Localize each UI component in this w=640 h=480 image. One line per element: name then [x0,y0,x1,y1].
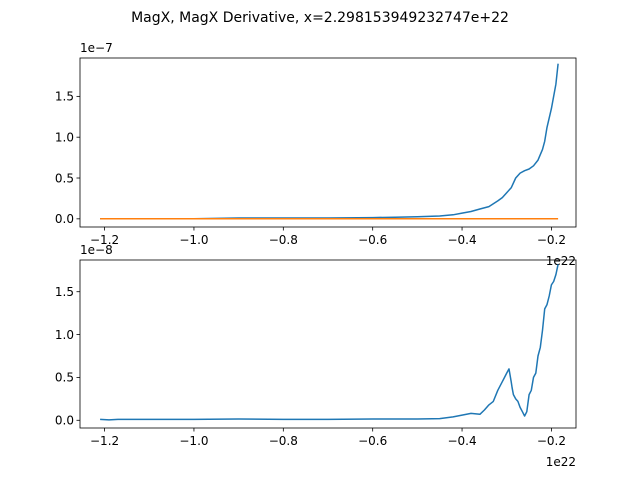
x-tick-label: −0.4 [447,434,476,448]
x-tick-label: −0.6 [358,233,387,247]
y-offset-text: 1e−7 [80,41,113,55]
x-tick-label: −0.2 [537,233,566,247]
x-tick-label: −0.6 [358,434,387,448]
figure-suptitle: MagX, MagX Derivative, x=2.2981539492327… [131,10,509,26]
y-tick-label: 0.0 [55,414,74,428]
x-tick-label: −1.2 [90,233,119,247]
x-offset-text: 1e22 [546,455,576,469]
axes-frame [79,57,577,228]
y-tick-label: 0.5 [55,371,74,385]
x-tick-label: −0.4 [447,233,476,247]
axes-frame [79,259,577,429]
y-tick-label: 1.0 [55,130,74,144]
axes-magx-derivative: −1.2 −1.0 −0.8 −0.6 −0.4 −0.2 0.0 0.5 1.0 1.5 1e−8… [55,243,577,469]
y-tick-label: 1.0 [55,328,74,342]
x-tick-label: −0.8 [269,434,298,448]
y-tick-label: 0.5 [55,171,74,185]
y-tick-label: 1.5 [55,285,74,299]
x-tick-label: −1.2 [90,434,119,448]
axes-magx: −1.2 −1.0 −0.8 −0.6 −0.4 −0.2 0.0 0.5 1.0 1.5 1e−7… [55,41,577,268]
x-tick-label: −1.0 [179,434,208,448]
y-tick-label: 0.0 [55,212,74,226]
series-line-0 [100,63,559,220]
series-line-0 [100,264,559,421]
x-tick-label: −0.8 [269,233,298,247]
x-tick-label: −1.0 [179,233,208,247]
y-tick-label: 1.5 [55,90,74,104]
x-offset-text: 1e22 [546,254,576,268]
x-tick-label: −0.2 [537,434,566,448]
y-offset-text: 1e−8 [80,243,113,257]
